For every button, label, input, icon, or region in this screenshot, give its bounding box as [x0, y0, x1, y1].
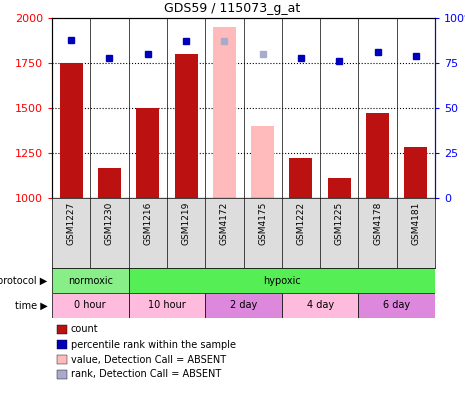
Text: percentile rank within the sample: percentile rank within the sample	[71, 339, 236, 350]
Bar	[205, 293, 282, 318]
Text: time ▶: time ▶	[14, 301, 47, 310]
Bar	[136, 108, 159, 198]
Bar	[282, 293, 359, 318]
Text: 10 hour: 10 hour	[148, 301, 186, 310]
Text: normoxic: normoxic	[68, 276, 113, 286]
Bar	[213, 27, 236, 198]
Text: 2 day: 2 day	[230, 301, 257, 310]
Text: GDS59 / 115073_g_at: GDS59 / 115073_g_at	[164, 2, 301, 15]
Text: rank, Detection Call = ABSENT: rank, Detection Call = ABSENT	[71, 369, 221, 379]
Text: GSM1222: GSM1222	[297, 202, 306, 245]
Text: GSM4175: GSM4175	[258, 202, 267, 245]
Text: GSM1216: GSM1216	[143, 202, 152, 245]
Bar	[289, 158, 312, 198]
Text: count: count	[71, 324, 98, 335]
Bar	[174, 54, 198, 198]
Bar	[52, 268, 129, 293]
Bar	[129, 293, 205, 318]
Bar	[129, 268, 435, 293]
Text: GSM1219: GSM1219	[181, 202, 191, 245]
Bar	[251, 126, 274, 198]
Text: GSM4178: GSM4178	[373, 202, 382, 245]
Text: GSM1230: GSM1230	[105, 202, 114, 245]
Text: 4 day: 4 day	[306, 301, 334, 310]
Bar	[366, 113, 389, 198]
Text: GSM4172: GSM4172	[220, 202, 229, 245]
Bar	[328, 178, 351, 198]
Bar	[52, 293, 129, 318]
Text: 6 day: 6 day	[383, 301, 410, 310]
Text: hypoxic: hypoxic	[263, 276, 301, 286]
Text: 0 hour: 0 hour	[74, 301, 106, 310]
Bar	[60, 63, 83, 198]
Text: GSM1227: GSM1227	[66, 202, 76, 245]
Text: protocol ▶: protocol ▶	[0, 276, 47, 286]
Bar	[98, 168, 121, 198]
Bar	[359, 293, 435, 318]
Text: GSM4181: GSM4181	[412, 202, 420, 245]
Text: value, Detection Call = ABSENT: value, Detection Call = ABSENT	[71, 354, 226, 364]
Text: GSM1225: GSM1225	[335, 202, 344, 245]
Bar	[405, 147, 427, 198]
